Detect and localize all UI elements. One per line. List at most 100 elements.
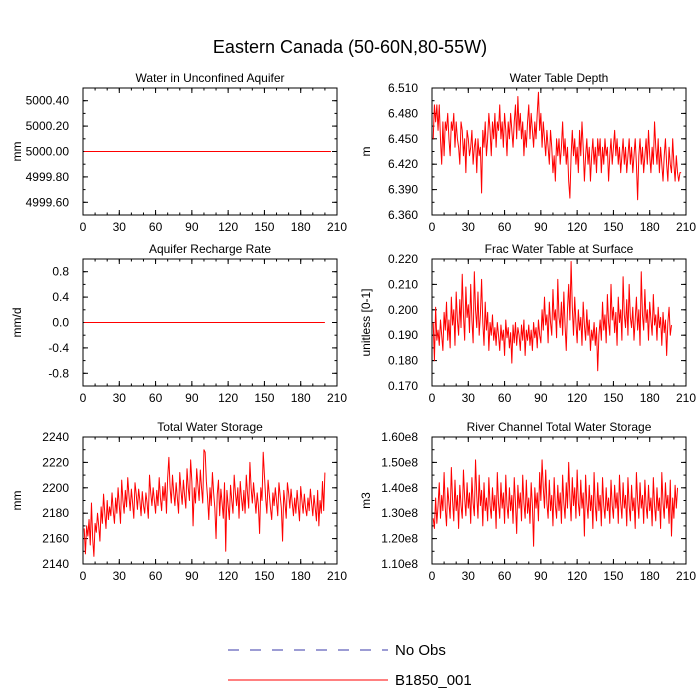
y-tick-label: 2220 — [42, 455, 69, 469]
y-tick-label: 0.190 — [388, 328, 418, 342]
y-tick-label: 2200 — [42, 481, 69, 495]
y-tick-label: 2240 — [42, 430, 69, 444]
x-tick-label: 30 — [462, 391, 476, 405]
x-tick-label: 210 — [676, 391, 696, 405]
x-tick-label: 180 — [640, 220, 660, 234]
y-tick-label: 0.0 — [52, 316, 69, 330]
page-title: Eastern Canada (50-60N,80-55W) — [213, 37, 487, 57]
chart-title: Frac Water Table at Surface — [485, 242, 634, 256]
chart-panel-6: River Channel Total Water Storage m3 0 30 60… — [359, 420, 696, 583]
x-tick-label: 90 — [534, 569, 548, 583]
chart-panel-3: Aquifer Recharge Rate mm/d 0 30 60 90 120 150 18… — [10, 242, 347, 405]
chart-panels: Water in Unconfined Aquifer mm 0 30 60 90 120 1… — [10, 71, 696, 583]
x-tick-label: 60 — [498, 391, 512, 405]
x-tick-label: 60 — [498, 569, 512, 583]
y-tick-label: 1.60e8 — [381, 430, 418, 444]
x-tick-label: 30 — [462, 220, 476, 234]
y-tick-label: 1.20e8 — [381, 532, 418, 546]
chart-panel-5: Total Water Storage mm 0 30 60 90 120 150 180 210… — [10, 420, 347, 583]
x-tick-label: 120 — [567, 391, 587, 405]
y-tick-label: 1.30e8 — [381, 506, 418, 520]
y-tick-label: 1.50e8 — [381, 455, 418, 469]
x-tick-label: 120 — [218, 220, 238, 234]
y-tick-label: 0.170 — [388, 379, 418, 393]
y-tick-label: 5000.00 — [26, 145, 70, 159]
x-tick-label: 120 — [567, 220, 587, 234]
x-tick-label: 60 — [498, 220, 512, 234]
y-tick-label: 6.450 — [388, 132, 418, 146]
x-tick-label: 150 — [254, 220, 274, 234]
y-axis-label: unitless [0-1] — [359, 288, 373, 356]
y-axis-label: mm — [10, 142, 24, 162]
x-tick-label: 30 — [113, 391, 127, 405]
y-axis-label: m — [359, 147, 373, 157]
y-axis-label: mm/d — [10, 308, 24, 338]
y-tick-label: 6.390 — [388, 183, 418, 197]
x-tick-label: 90 — [185, 569, 199, 583]
chart-title: Water in Unconfined Aquifer — [136, 71, 285, 85]
x-tick-label: 60 — [149, 391, 163, 405]
chart-panel-4: Frac Water Table at Surface unitless [0-1… — [359, 242, 696, 405]
x-tick-label: 30 — [113, 569, 127, 583]
x-tick-label: 0 — [80, 569, 87, 583]
x-tick-label: 0 — [429, 391, 436, 405]
x-tick-label: 150 — [603, 391, 623, 405]
y-tick-label: 0.180 — [388, 354, 418, 368]
y-tick-label: 1.40e8 — [381, 481, 418, 495]
x-tick-label: 0 — [80, 391, 87, 405]
y-tick-label: -0.4 — [48, 341, 69, 355]
x-tick-label: 150 — [254, 391, 274, 405]
legend-label-no-obs: No Obs — [395, 642, 446, 659]
series-line-b1850 — [432, 261, 672, 372]
x-tick-label: 30 — [462, 569, 476, 583]
x-tick-label: 180 — [640, 391, 660, 405]
y-tick-label: 2140 — [42, 557, 69, 571]
chart-title: River Channel Total Water Storage — [467, 420, 652, 434]
x-tick-label: 180 — [291, 569, 311, 583]
y-axis-label: m3 — [359, 492, 373, 509]
x-tick-label: 120 — [218, 391, 238, 405]
x-tick-label: 210 — [676, 569, 696, 583]
series-line-b1850 — [432, 459, 679, 547]
legend: No Obs B1850_001 — [228, 642, 472, 689]
y-tick-label: 0.8 — [52, 265, 69, 279]
x-tick-label: 210 — [327, 391, 347, 405]
y-tick-label: 0.4 — [52, 290, 69, 304]
y-tick-label: -0.8 — [48, 366, 69, 380]
x-tick-label: 0 — [429, 220, 436, 234]
series-line-b1850 — [432, 91, 682, 201]
x-tick-label: 180 — [640, 569, 660, 583]
x-tick-label: 180 — [291, 391, 311, 405]
x-tick-label: 120 — [218, 569, 238, 583]
y-tick-label: 0.200 — [388, 303, 418, 317]
chart-panel-1: Water in Unconfined Aquifer mm 0 30 60 90 120 1… — [10, 71, 347, 234]
x-tick-label: 210 — [327, 220, 347, 234]
x-tick-label: 90 — [534, 220, 548, 234]
series-line-b1850 — [83, 449, 326, 557]
chart-title: Total Water Storage — [157, 420, 263, 434]
y-tick-label: 6.480 — [388, 106, 418, 120]
x-tick-label: 210 — [327, 569, 347, 583]
x-tick-label: 0 — [429, 569, 436, 583]
y-tick-label: 6.420 — [388, 157, 418, 171]
x-tick-label: 150 — [254, 569, 274, 583]
y-tick-label: 6.360 — [388, 208, 418, 222]
y-axis-label: mm — [10, 491, 24, 511]
x-tick-label: 120 — [567, 569, 587, 583]
x-tick-label: 0 — [80, 220, 87, 234]
legend-label-b1850: B1850_001 — [395, 672, 472, 689]
chart-title: Water Table Depth — [510, 71, 609, 85]
y-tick-label: 5000.40 — [26, 94, 70, 108]
y-tick-label: 2160 — [42, 532, 69, 546]
chart-panel-2: Water Table Depth m 0 30 60 90 120 150 180 210 6.3… — [359, 71, 696, 234]
x-tick-label: 150 — [603, 220, 623, 234]
x-tick-label: 90 — [185, 391, 199, 405]
x-tick-label: 90 — [185, 220, 199, 234]
x-tick-label: 60 — [149, 569, 163, 583]
y-tick-label: 2180 — [42, 506, 69, 520]
x-tick-label: 210 — [676, 220, 696, 234]
chart-title: Aquifer Recharge Rate — [149, 242, 271, 256]
x-tick-label: 60 — [149, 220, 163, 234]
x-tick-label: 30 — [113, 220, 127, 234]
